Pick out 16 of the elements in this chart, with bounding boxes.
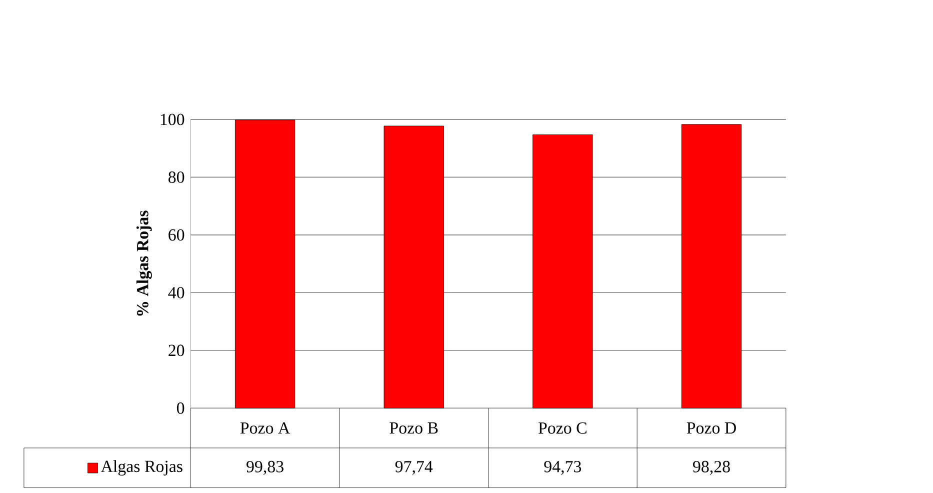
x-tick-label: Pozo B: [390, 422, 438, 434]
data-label: 99,83: [246, 461, 284, 475]
y-tick-label: 40: [168, 287, 184, 299]
x-tick-label: Pozo D: [686, 422, 736, 434]
x-tick-label: Pozo C: [538, 422, 586, 434]
y-tick-label: 0: [176, 402, 184, 414]
y-tick-label: 100: [160, 114, 184, 126]
data-label: 97,74: [395, 461, 433, 475]
data-label: 98,28: [693, 461, 730, 475]
y-tick-label: 80: [168, 172, 184, 184]
y-tick-label: 60: [168, 229, 184, 241]
data-label: 94,73: [544, 461, 582, 475]
y-axis-title: % Algas Rojas: [136, 210, 152, 316]
legend-label: Algas Rojas: [100, 460, 182, 476]
y-tick-label: 20: [168, 344, 184, 356]
x-tick-label: Pozo A: [240, 422, 290, 434]
